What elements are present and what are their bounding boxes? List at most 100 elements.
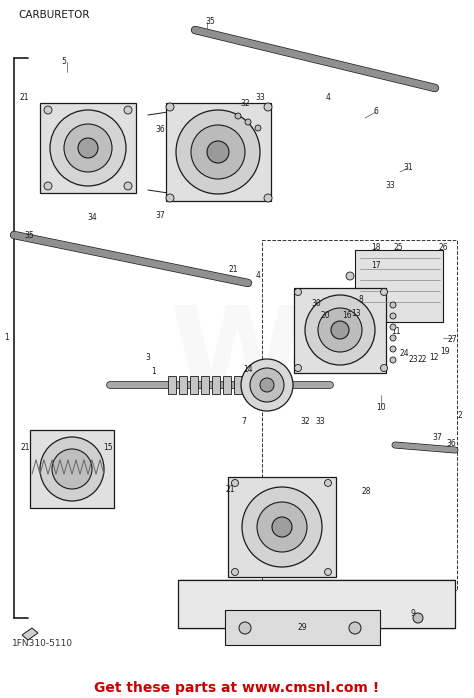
Text: 2: 2 xyxy=(457,410,462,419)
Text: 13: 13 xyxy=(351,309,361,318)
Circle shape xyxy=(381,288,388,295)
Text: 8: 8 xyxy=(359,295,364,304)
Text: 9: 9 xyxy=(410,609,415,618)
Text: 36: 36 xyxy=(446,438,456,447)
Circle shape xyxy=(325,480,331,487)
Text: 33: 33 xyxy=(385,181,395,191)
Circle shape xyxy=(272,517,292,537)
Circle shape xyxy=(166,103,174,111)
Circle shape xyxy=(124,182,132,190)
Circle shape xyxy=(242,487,322,567)
Circle shape xyxy=(231,480,238,487)
Text: 7: 7 xyxy=(242,417,246,426)
Text: 32: 32 xyxy=(240,100,250,108)
Text: 1: 1 xyxy=(5,334,9,343)
Circle shape xyxy=(52,449,92,489)
Text: 24: 24 xyxy=(399,350,409,359)
Text: 36: 36 xyxy=(155,126,165,135)
Bar xyxy=(223,376,231,394)
Text: 6: 6 xyxy=(374,107,378,117)
Circle shape xyxy=(239,622,251,634)
Text: 31: 31 xyxy=(403,163,413,172)
Circle shape xyxy=(44,106,52,114)
Bar xyxy=(179,376,187,394)
Bar xyxy=(178,580,455,628)
Bar xyxy=(234,376,242,394)
Text: 17: 17 xyxy=(371,262,381,271)
Circle shape xyxy=(294,288,301,295)
Bar xyxy=(228,477,336,577)
Text: 37: 37 xyxy=(155,211,165,219)
Circle shape xyxy=(294,364,301,371)
Circle shape xyxy=(40,437,104,501)
Text: 16: 16 xyxy=(342,311,352,320)
Text: 19: 19 xyxy=(440,348,450,357)
Text: 11: 11 xyxy=(391,327,401,336)
Text: 20: 20 xyxy=(320,311,330,320)
Text: 22: 22 xyxy=(417,355,427,364)
Circle shape xyxy=(245,119,251,125)
Circle shape xyxy=(124,106,132,114)
Circle shape xyxy=(241,359,293,411)
Text: 28: 28 xyxy=(361,487,371,496)
Circle shape xyxy=(390,313,396,319)
Circle shape xyxy=(250,368,284,402)
Bar xyxy=(355,250,443,322)
Text: 37: 37 xyxy=(432,433,442,443)
Bar xyxy=(190,376,198,394)
Bar xyxy=(212,376,220,394)
Circle shape xyxy=(257,502,307,552)
Circle shape xyxy=(191,125,245,179)
Text: 21: 21 xyxy=(228,265,238,274)
Text: W: W xyxy=(170,302,304,419)
Text: 1FN310-5110: 1FN310-5110 xyxy=(12,639,73,648)
Text: 30: 30 xyxy=(311,299,321,308)
Text: 4: 4 xyxy=(255,271,260,279)
Text: 4: 4 xyxy=(326,94,330,103)
Circle shape xyxy=(346,272,354,280)
Text: 26: 26 xyxy=(438,244,448,253)
Text: 21: 21 xyxy=(20,443,30,452)
Circle shape xyxy=(50,110,126,186)
Polygon shape xyxy=(22,628,38,640)
Text: 15: 15 xyxy=(103,443,113,452)
Bar xyxy=(201,376,209,394)
Text: 14: 14 xyxy=(243,366,253,375)
Circle shape xyxy=(390,357,396,363)
Bar xyxy=(40,103,136,193)
Bar xyxy=(262,240,457,590)
Text: 10: 10 xyxy=(376,403,386,413)
Circle shape xyxy=(331,321,349,339)
Circle shape xyxy=(166,194,174,202)
Circle shape xyxy=(381,364,388,371)
Text: 34: 34 xyxy=(87,214,97,223)
Text: 1: 1 xyxy=(152,368,156,376)
Text: 25: 25 xyxy=(393,244,403,253)
Circle shape xyxy=(349,622,361,634)
Circle shape xyxy=(390,346,396,352)
Bar xyxy=(225,610,380,645)
Text: 21: 21 xyxy=(225,486,235,494)
Text: CARBURETOR: CARBURETOR xyxy=(18,10,90,20)
Circle shape xyxy=(264,103,272,111)
Circle shape xyxy=(207,141,229,163)
Circle shape xyxy=(390,335,396,341)
Circle shape xyxy=(231,568,238,575)
Text: Get these parts at www.cmsnl.com !: Get these parts at www.cmsnl.com ! xyxy=(94,681,380,695)
Bar xyxy=(168,376,176,394)
Circle shape xyxy=(78,138,98,158)
Text: 23: 23 xyxy=(408,355,418,364)
Circle shape xyxy=(413,613,423,623)
Circle shape xyxy=(44,182,52,190)
Text: 29: 29 xyxy=(297,623,307,632)
Circle shape xyxy=(325,568,331,575)
Circle shape xyxy=(305,295,375,365)
Circle shape xyxy=(260,378,274,392)
Circle shape xyxy=(255,125,261,131)
Circle shape xyxy=(176,110,260,194)
Circle shape xyxy=(390,324,396,330)
Circle shape xyxy=(390,302,396,308)
Bar xyxy=(30,430,114,508)
Text: 18: 18 xyxy=(371,244,381,253)
Circle shape xyxy=(318,308,362,352)
